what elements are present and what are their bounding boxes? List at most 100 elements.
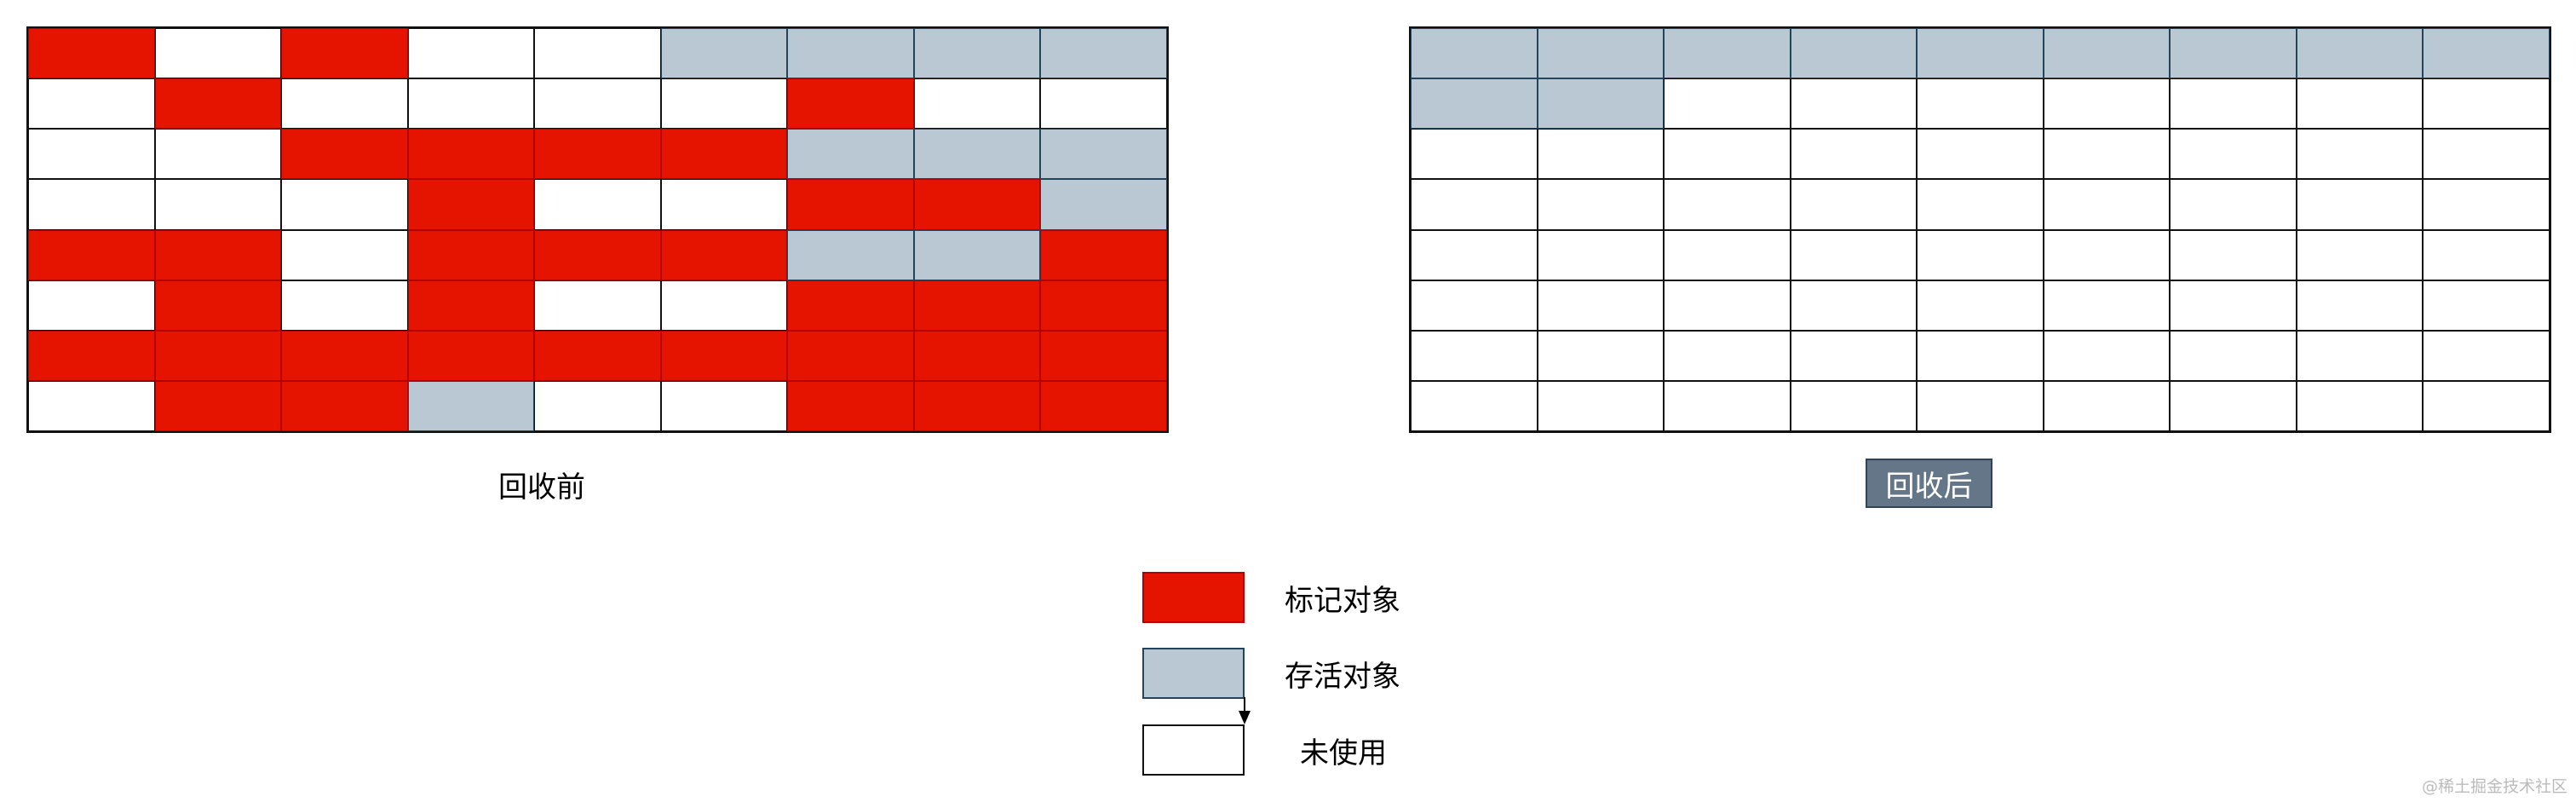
memory-cell-unused: [1537, 280, 1665, 331]
memory-cell-unused: [2296, 179, 2424, 230]
memory-cell-unused: [281, 179, 408, 230]
memory-cell-unused: [154, 28, 282, 79]
memory-cell-unused: [407, 28, 535, 79]
memory-cell-alive: [1537, 78, 1665, 130]
memory-grid-after: [1409, 26, 2551, 433]
memory-cell-alive: [407, 380, 535, 431]
label-before-gc: 回收前: [498, 470, 585, 505]
memory-cell-marked: [913, 179, 1041, 230]
memory-cell-unused: [1917, 129, 2044, 180]
memory-cell-unused: [1790, 330, 1918, 381]
memory-cell-unused: [1537, 179, 1665, 230]
memory-cell-marked: [660, 229, 788, 280]
memory-cell-marked: [407, 129, 535, 180]
memory-cell-unused: [2170, 179, 2297, 230]
memory-cell-unused: [2296, 78, 2424, 130]
memory-cell-unused: [2170, 280, 2297, 331]
memory-cell-unused: [2043, 280, 2171, 331]
memory-cell-marked: [787, 78, 914, 130]
memory-cell-unused: [2423, 179, 2550, 230]
memory-cell-unused: [28, 280, 155, 331]
memory-cell-unused: [1917, 229, 2044, 280]
memory-cell-marked: [660, 129, 788, 180]
memory-cell-unused: [28, 179, 155, 230]
memory-cell-marked: [1040, 280, 1167, 331]
memory-cell-unused: [1664, 229, 1791, 280]
memory-cell-marked: [407, 280, 535, 331]
memory-cell-marked: [534, 129, 661, 180]
memory-cell-unused: [2043, 380, 2171, 431]
memory-cell-alive: [787, 129, 914, 180]
memory-cell-unused: [2043, 78, 2171, 130]
memory-cell-unused: [534, 280, 661, 331]
memory-cell-unused: [2296, 229, 2424, 280]
memory-cell-unused: [2423, 78, 2550, 130]
legend-swatch-unused: [1142, 724, 1245, 776]
memory-cell-unused: [660, 78, 788, 130]
memory-cell-unused: [1411, 380, 1538, 431]
memory-cell-marked: [154, 78, 282, 130]
memory-cell-alive: [787, 229, 914, 280]
memory-cell-unused: [534, 179, 661, 230]
memory-cell-alive: [1411, 28, 1538, 79]
memory-cell-marked: [407, 179, 535, 230]
memory-cell-marked: [281, 28, 408, 79]
memory-cell-unused: [2296, 280, 2424, 331]
memory-cell-unused: [534, 380, 661, 431]
memory-cell-marked: [281, 380, 408, 431]
memory-cell-marked: [787, 179, 914, 230]
legend-swatch-marked: [1142, 572, 1245, 623]
memory-cell-unused: [154, 129, 282, 180]
memory-cell-unused: [2296, 380, 2424, 431]
memory-cell-unused: [1790, 380, 1918, 431]
legend-label-marked: 标记对象: [1285, 584, 1400, 618]
memory-cell-unused: [534, 28, 661, 79]
memory-cell-unused: [1537, 129, 1665, 180]
label-after-gc: 回收后: [1866, 459, 1992, 508]
memory-cell-unused: [1917, 330, 2044, 381]
memory-cell-unused: [1411, 229, 1538, 280]
memory-cell-alive: [2423, 28, 2550, 79]
memory-cell-unused: [2423, 129, 2550, 180]
memory-cell-marked: [281, 129, 408, 180]
memory-grid-before: [26, 26, 1169, 433]
memory-cell-unused: [1917, 78, 2044, 130]
memory-cell-unused: [660, 179, 788, 230]
memory-cell-unused: [2423, 229, 2550, 280]
memory-cell-alive: [913, 129, 1041, 180]
memory-cell-unused: [2170, 78, 2297, 130]
memory-cell-alive: [2043, 28, 2171, 79]
memory-cell-marked: [913, 380, 1041, 431]
memory-cell-alive: [2170, 28, 2297, 79]
memory-cell-alive: [913, 28, 1041, 79]
memory-cell-marked: [534, 229, 661, 280]
memory-cell-marked: [28, 28, 155, 79]
memory-cell-unused: [2170, 229, 2297, 280]
memory-cell-alive: [1917, 28, 2044, 79]
memory-cell-alive: [1040, 28, 1167, 79]
memory-cell-alive: [1411, 78, 1538, 130]
memory-cell-unused: [1917, 280, 2044, 331]
memory-cell-marked: [660, 330, 788, 381]
memory-cell-unused: [1040, 78, 1167, 130]
memory-cell-alive: [1664, 28, 1791, 79]
legend-label-alive: 存活对象: [1285, 660, 1400, 694]
memory-cell-unused: [281, 78, 408, 130]
memory-cell-unused: [2043, 179, 2171, 230]
memory-cell-alive: [1040, 179, 1167, 230]
memory-cell-unused: [1411, 330, 1538, 381]
memory-cell-unused: [1411, 280, 1538, 331]
memory-cell-unused: [1664, 330, 1791, 381]
memory-cell-marked: [154, 330, 282, 381]
memory-cell-alive: [2296, 28, 2424, 79]
memory-cell-marked: [154, 229, 282, 280]
memory-cell-marked: [154, 380, 282, 431]
memory-cell-marked: [787, 330, 914, 381]
memory-cell-alive: [787, 28, 914, 79]
memory-cell-unused: [2043, 229, 2171, 280]
memory-cell-unused: [2043, 129, 2171, 180]
arrow-connector-icon: [1239, 697, 1251, 724]
memory-cell-unused: [1664, 78, 1791, 130]
memory-cell-unused: [1917, 380, 2044, 431]
memory-cell-unused: [281, 229, 408, 280]
